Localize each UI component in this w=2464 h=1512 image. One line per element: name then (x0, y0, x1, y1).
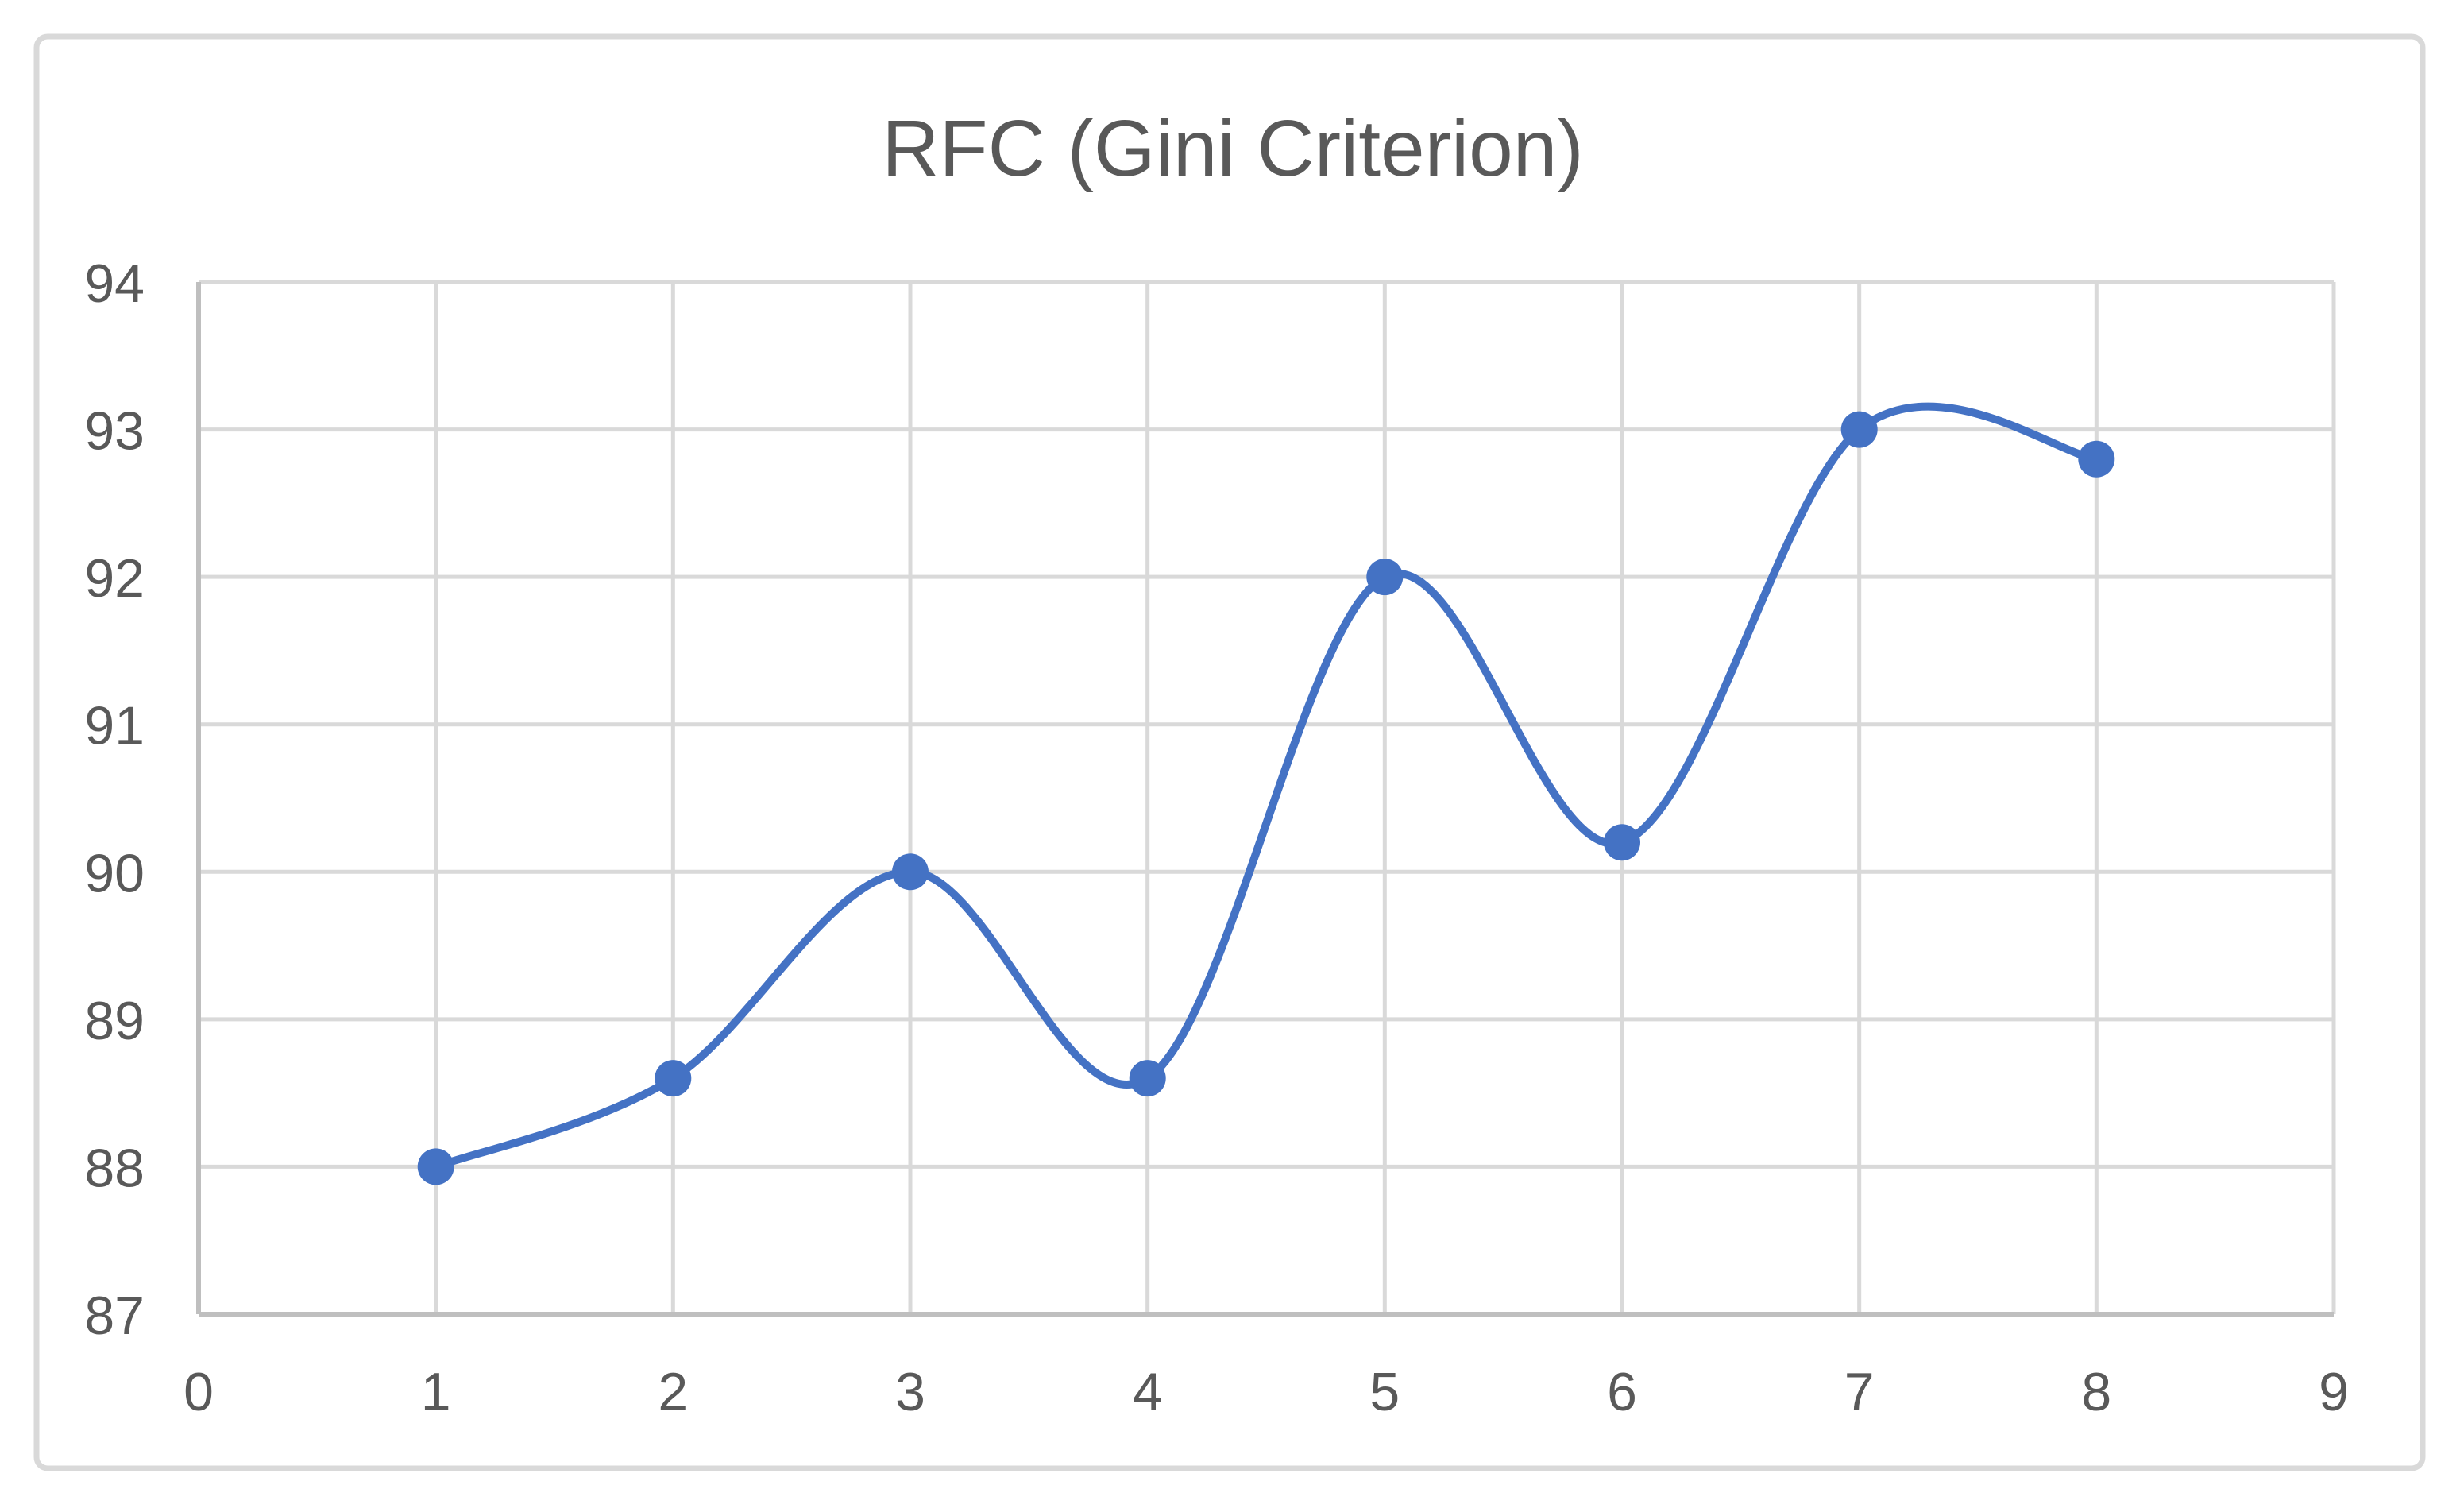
x-tick-label: 0 (183, 1362, 214, 1422)
axis-lines (196, 282, 2334, 1317)
chart-title: RFC (Gini Criterion) (882, 104, 1583, 193)
series-line (431, 402, 2101, 1171)
chart-border (33, 33, 2426, 1471)
y-tick-label: 89 (84, 991, 145, 1051)
data-point-marker (655, 1060, 692, 1097)
data-point-marker (2078, 440, 2115, 478)
data-point-marker (1604, 824, 1640, 861)
x-tick-label: 1 (421, 1362, 451, 1422)
x-tick-label: 7 (1844, 1362, 1875, 1422)
y-tick-label: 92 (84, 548, 145, 609)
data-point-marker (417, 1148, 454, 1185)
x-tick-label: 4 (1133, 1362, 1163, 1422)
x-tick-labels: 0 1 2 3 4 5 6 7 8 9 (183, 1362, 2349, 1422)
x-tick-label: 5 (1369, 1362, 1400, 1422)
data-point-marker (1129, 1060, 1166, 1097)
data-series (417, 402, 2115, 1185)
data-point-marker (892, 853, 929, 891)
x-tick-label: 3 (895, 1362, 925, 1422)
x-tick-label: 2 (658, 1362, 688, 1422)
x-tick-label: 8 (2081, 1362, 2111, 1422)
y-tick-labels: 87 88 89 90 91 92 93 94 (84, 253, 145, 1346)
y-tick-label: 93 (84, 401, 145, 462)
x-tick-label: 9 (2319, 1362, 2349, 1422)
y-tick-label: 91 (84, 696, 145, 756)
y-tick-label: 90 (84, 843, 145, 903)
data-point-marker (1366, 559, 1404, 596)
gridlines (199, 280, 2336, 1314)
x-tick-label: 6 (1607, 1362, 1637, 1422)
data-point-marker (1840, 411, 1878, 448)
y-tick-label: 88 (84, 1138, 145, 1198)
y-tick-label: 94 (84, 253, 145, 314)
y-tick-label: 87 (84, 1286, 145, 1346)
